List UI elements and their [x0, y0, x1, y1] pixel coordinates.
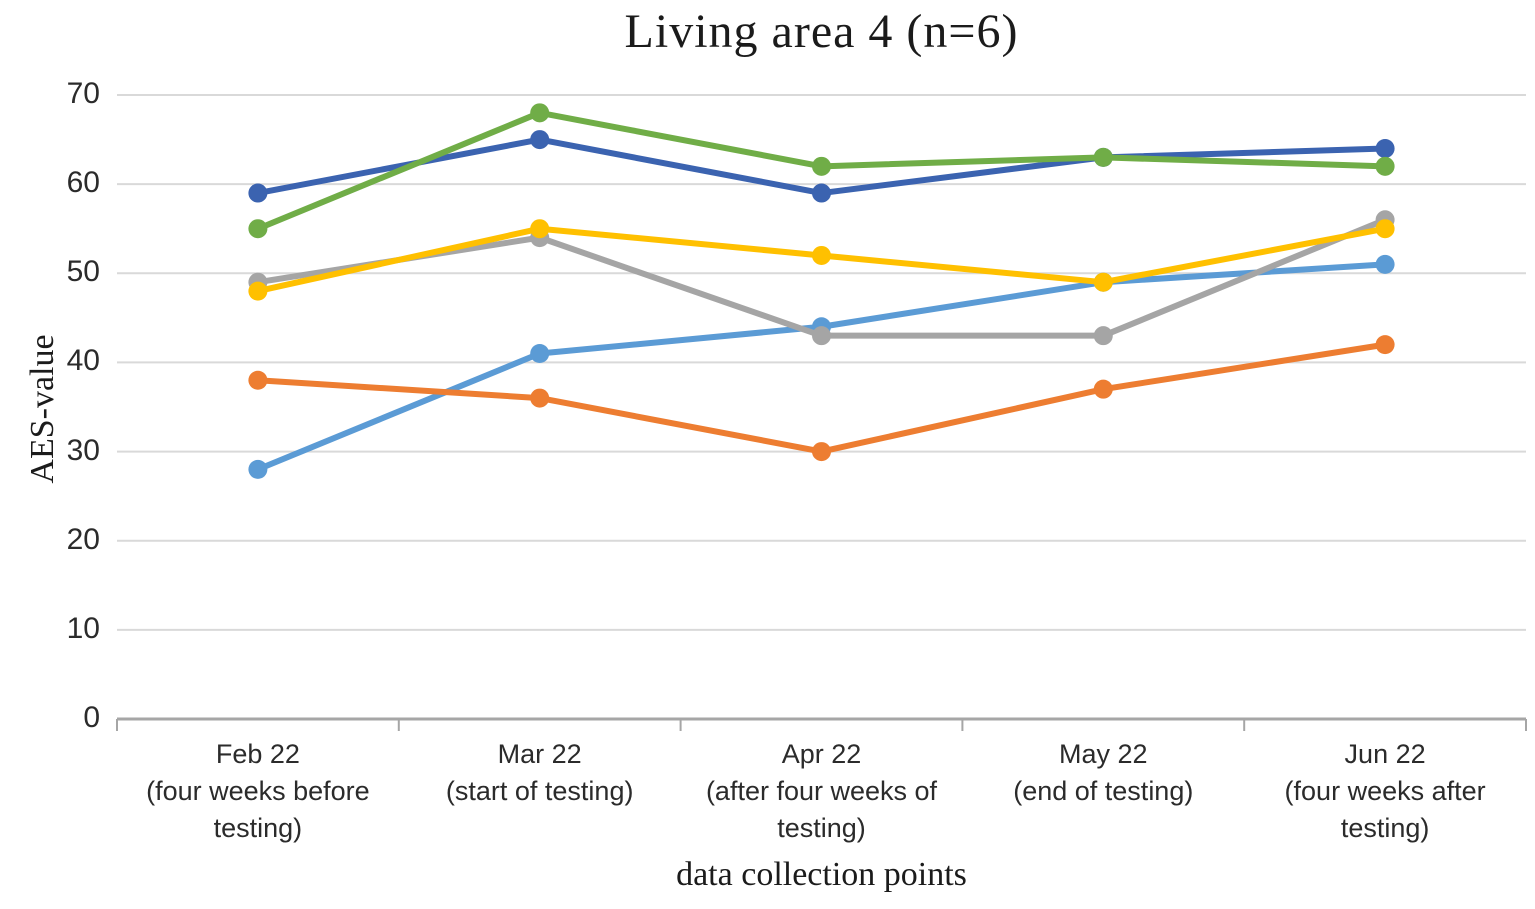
data-point-orange-0: [248, 370, 268, 390]
x-category-label-4: Jun 22 (four weeks after testing): [1235, 736, 1535, 847]
x-category-label-line: May 22: [1059, 739, 1148, 769]
x-category-label-line: (four weeks before: [146, 776, 370, 806]
y-tick-label-40: 40: [66, 344, 100, 378]
x-category-label-0: Feb 22 (four weeks before testing): [108, 736, 408, 847]
x-category-label-line: Apr 22: [781, 739, 862, 769]
data-point-dark-blue-2: [812, 183, 831, 203]
data-point-dark-blue-0: [248, 183, 268, 203]
x-axis-title: data collection points: [676, 856, 967, 893]
data-point-green-2: [812, 156, 831, 176]
y-tick-label-60: 60: [66, 166, 100, 200]
data-point-gray-2: [812, 326, 831, 346]
x-category-label-line: Feb 22: [215, 739, 300, 769]
x-category-label-line: (four weeks after: [1284, 776, 1486, 806]
y-tick-label-20: 20: [66, 522, 100, 556]
x-category-label-1: Mar 22 (start of testing): [390, 736, 690, 810]
x-category-label-line: (after four weeks of: [705, 776, 938, 806]
data-point-light-blue-4: [1375, 254, 1395, 274]
data-point-orange-2: [812, 442, 831, 462]
x-category-label-line: testing): [213, 813, 303, 843]
y-tick-label-50: 50: [66, 255, 100, 289]
x-category-label-3: May 22 (end of testing): [953, 736, 1253, 810]
chart-title: Living area 4 (n=6): [624, 5, 1019, 58]
data-point-yellow-1: [530, 219, 550, 239]
data-point-dark-blue-1: [530, 130, 550, 150]
x-category-label-line: Mar 22: [497, 739, 582, 769]
data-point-yellow-4: [1375, 219, 1395, 239]
x-category-label-line: testing): [777, 813, 866, 843]
x-category-label-2: Apr 22 (after four weeks of testing): [672, 736, 972, 847]
x-category-label-line: Jun 22: [1344, 739, 1426, 769]
data-point-light-blue-1: [530, 344, 550, 364]
data-point-dark-blue-4: [1375, 138, 1395, 158]
y-tick-label-10: 10: [66, 611, 100, 645]
data-point-green-0: [248, 219, 268, 239]
data-point-yellow-2: [812, 245, 831, 265]
y-axis-title: AES-value: [24, 334, 61, 484]
data-point-orange-1: [530, 388, 550, 408]
x-category-label-line: testing): [1340, 813, 1430, 843]
data-point-green-3: [1093, 147, 1113, 167]
data-point-orange-4: [1375, 335, 1395, 355]
x-category-label-line: (end of testing): [1013, 776, 1194, 806]
y-tick-label-30: 30: [66, 433, 100, 467]
x-category-label-line: (start of testing): [445, 776, 634, 806]
data-point-orange-3: [1093, 379, 1113, 399]
data-point-yellow-3: [1093, 272, 1113, 292]
data-point-green-1: [530, 103, 550, 123]
y-tick-label-70: 70: [66, 77, 100, 110]
data-point-green-4: [1375, 156, 1395, 176]
data-point-gray-3: [1093, 326, 1113, 346]
series-line-light-blue: [254, 261, 1389, 473]
data-point-yellow-0: [248, 281, 268, 301]
data-point-light-blue-0: [248, 459, 268, 479]
y-tick-label-0: 0: [83, 701, 100, 734]
